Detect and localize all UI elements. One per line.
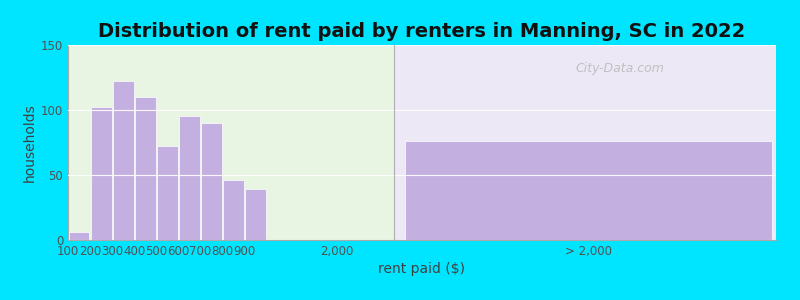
Bar	[394, 45, 776, 240]
Bar	[68, 45, 394, 240]
Title: Distribution of rent paid by renters in Manning, SC in 2022: Distribution of rent paid by renters in …	[98, 22, 746, 41]
Bar	[90, 107, 111, 240]
Bar	[69, 232, 90, 240]
Text: City-Data.com: City-Data.com	[576, 62, 665, 75]
Bar	[134, 97, 155, 240]
Bar	[178, 116, 200, 240]
Bar	[201, 123, 222, 240]
Bar	[245, 189, 266, 240]
Bar	[157, 146, 178, 240]
Bar	[405, 141, 772, 240]
Bar	[222, 180, 244, 240]
Y-axis label: households: households	[22, 103, 37, 182]
Bar	[113, 81, 134, 240]
X-axis label: rent paid ($): rent paid ($)	[378, 262, 466, 276]
